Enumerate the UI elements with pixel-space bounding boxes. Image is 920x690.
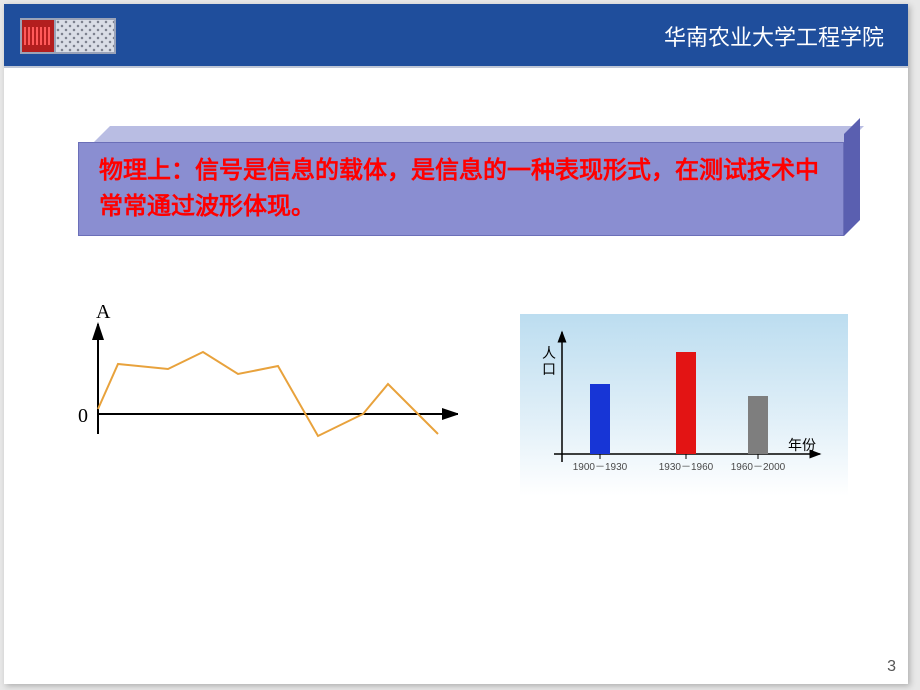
svg-text:1930－1960: 1930－1960 <box>659 462 714 473</box>
banner-front-face: 物理上：信号是信息的载体，是信息的一种表现形式，在测试技术中常常通过波形体现。 <box>78 142 844 236</box>
oscilloscope-panel-icon <box>56 18 116 54</box>
oscilloscope-icon <box>20 18 116 54</box>
svg-text:人: 人 <box>542 345 556 361</box>
header-title: 华南农业大学工程学院 <box>664 4 884 68</box>
banner-text: 物理上：信号是信息的载体，是信息的一种表现形式，在测试技术中常常通过波形体现。 <box>99 153 823 225</box>
bar-chart-svg: 人口年份 1900－1930 1930－1960 1960－2000 <box>520 314 848 496</box>
svg-text:0: 0 <box>78 405 88 427</box>
banner-top-face <box>94 126 864 142</box>
slide: 华南农业大学工程学院 物理上：信号是信息的载体，是信息的一种表现形式，在测试技术… <box>4 4 908 684</box>
svg-text:A: A <box>96 304 111 323</box>
svg-text:1900－1930: 1900－1930 <box>573 462 628 473</box>
signal-chart-svg: At0 <box>58 304 458 484</box>
svg-text:年份: 年份 <box>788 437 816 453</box>
slide-header: 华南农业大学工程学院 <box>4 4 908 68</box>
svg-text:口: 口 <box>542 361 556 377</box>
banner-right-face <box>844 118 860 236</box>
oscilloscope-waveform-icon <box>24 27 52 45</box>
page-number: 3 <box>887 658 896 676</box>
banner-3d-box: 物理上：信号是信息的载体，是信息的一种表现形式，在测试技术中常常通过波形体现。 <box>78 126 848 236</box>
oscilloscope-screen-icon <box>20 18 56 54</box>
signal-line-chart: At0 <box>58 304 458 484</box>
population-bar-chart: 人口年份 1900－1930 1930－1960 1960－2000 <box>520 314 848 496</box>
svg-text:1960－2000: 1960－2000 <box>731 462 786 473</box>
